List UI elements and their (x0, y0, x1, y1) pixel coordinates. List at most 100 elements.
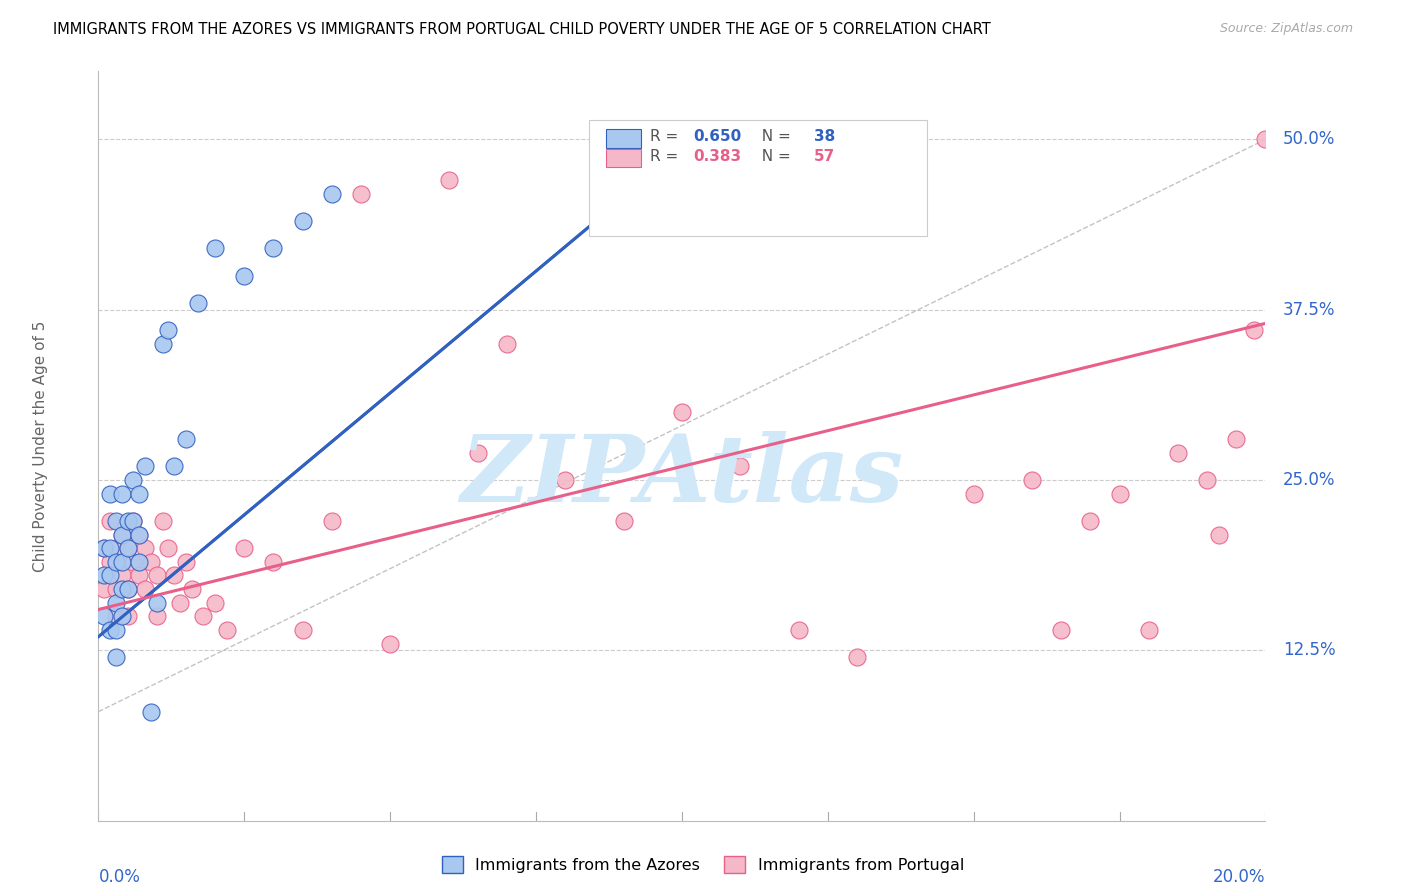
Text: Source: ZipAtlas.com: Source: ZipAtlas.com (1219, 22, 1353, 36)
Point (1108, 486, 1130, 500)
Text: IMMIGRANTS FROM THE AZORES VS IMMIGRANTS FROM PORTUGAL CHILD POVERTY UNDER THE A: IMMIGRANTS FROM THE AZORES VS IMMIGRANTS… (53, 22, 991, 37)
Point (1243, 323, 1265, 337)
Point (104, 623, 127, 637)
Point (157, 323, 180, 337)
Point (787, 623, 810, 637)
Point (111, 568, 134, 582)
Point (1080, 514, 1102, 528)
Point (291, 623, 314, 637)
FancyBboxPatch shape (589, 120, 927, 236)
Point (1021, 473, 1043, 487)
Point (146, 609, 169, 624)
Point (180, 582, 202, 596)
Point (98, 486, 121, 500)
Point (187, 296, 209, 310)
Point (122, 514, 145, 528)
Text: 25.0%: 25.0% (1282, 471, 1336, 489)
Point (215, 623, 238, 637)
Point (321, 186, 343, 201)
Point (152, 514, 174, 528)
Point (93, 541, 115, 556)
Text: 0.383: 0.383 (693, 149, 742, 164)
Point (98, 514, 121, 528)
Point (104, 596, 127, 610)
Point (93, 568, 115, 582)
Point (169, 596, 191, 610)
Point (1254, 132, 1277, 146)
Point (146, 596, 169, 610)
Text: R =: R = (651, 149, 683, 164)
Point (98, 623, 121, 637)
Point (104, 650, 127, 665)
Point (128, 486, 150, 500)
Text: 57: 57 (814, 149, 835, 164)
Point (134, 582, 156, 596)
Text: ZIPAtlas: ZIPAtlas (460, 431, 904, 521)
Point (437, 173, 460, 187)
Text: 12.5%: 12.5% (1282, 641, 1336, 659)
Point (139, 705, 162, 719)
Point (350, 186, 373, 201)
Point (122, 473, 145, 487)
Point (233, 268, 256, 283)
Point (1167, 446, 1189, 460)
Point (128, 555, 150, 569)
Point (139, 555, 162, 569)
Point (204, 242, 226, 256)
Point (122, 514, 145, 528)
Point (380, 636, 402, 650)
Point (1137, 623, 1160, 637)
Point (111, 609, 134, 624)
Point (111, 527, 134, 541)
Point (163, 459, 186, 474)
Point (117, 514, 139, 528)
Text: N =: N = (752, 149, 796, 164)
Point (163, 568, 186, 582)
Point (962, 486, 984, 500)
Point (128, 568, 150, 582)
Point (671, 405, 693, 419)
Point (93, 609, 115, 624)
Point (204, 596, 226, 610)
Point (846, 650, 869, 665)
Point (117, 582, 139, 596)
Point (262, 555, 284, 569)
Point (1225, 432, 1247, 446)
Legend: Immigrants from the Azores, Immigrants from Portugal: Immigrants from the Azores, Immigrants f… (436, 849, 970, 880)
Point (1195, 473, 1218, 487)
Point (134, 541, 156, 556)
Text: 0.0%: 0.0% (98, 868, 141, 887)
Point (117, 582, 139, 596)
Point (117, 541, 139, 556)
Text: 0.650: 0.650 (693, 129, 742, 144)
Point (612, 514, 634, 528)
Point (104, 514, 127, 528)
Point (321, 514, 343, 528)
Point (128, 527, 150, 541)
Text: N =: N = (752, 129, 796, 144)
Point (111, 527, 134, 541)
Point (98, 555, 121, 569)
Point (152, 336, 174, 351)
Point (104, 555, 127, 569)
Point (1050, 623, 1073, 637)
Text: R =: R = (651, 129, 683, 144)
Point (93, 582, 115, 596)
Point (554, 473, 576, 487)
Point (93, 541, 115, 556)
Point (157, 541, 180, 556)
Point (117, 541, 139, 556)
Point (104, 582, 127, 596)
Text: 20.0%: 20.0% (1213, 868, 1265, 887)
FancyBboxPatch shape (606, 129, 641, 148)
Point (233, 541, 256, 556)
Point (128, 527, 150, 541)
Point (496, 336, 519, 351)
Point (1208, 527, 1230, 541)
Point (730, 459, 752, 474)
FancyBboxPatch shape (606, 149, 641, 168)
Point (104, 541, 127, 556)
Point (98, 568, 121, 582)
Point (174, 432, 197, 446)
Point (193, 609, 215, 624)
